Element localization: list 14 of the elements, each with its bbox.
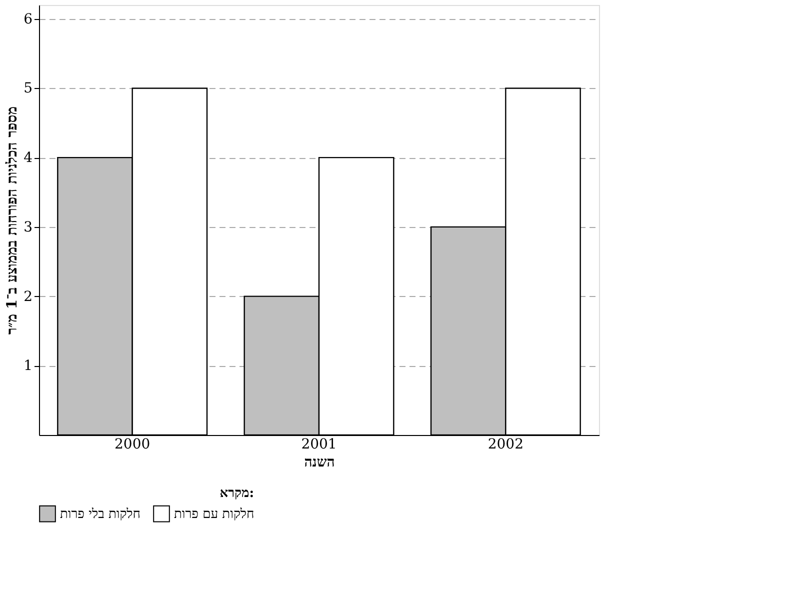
y-tick-label: 1 [24, 358, 32, 374]
x-axis-title: השנה [304, 454, 335, 470]
y-tick-label: 4 [24, 150, 33, 166]
y-tick-label: 5 [24, 80, 32, 97]
legend-title: מקרא: [220, 486, 254, 501]
x-tick-label: 2001 [301, 436, 337, 452]
legend-label: חלקות בלי פרות [60, 506, 140, 522]
y-tick-label: 6 [24, 11, 33, 28]
legend-label: חלקות עם פרות [174, 506, 254, 522]
x-tick-label: 2000 [114, 436, 150, 452]
x-tick-label: 2002 [488, 436, 524, 452]
y-tick-label: 3 [24, 219, 32, 236]
y-tick-label: 2 [24, 288, 32, 305]
y-axis-title: מספר הכלניות הפורחות בממוצע ב־1 מ״ר [4, 106, 21, 334]
